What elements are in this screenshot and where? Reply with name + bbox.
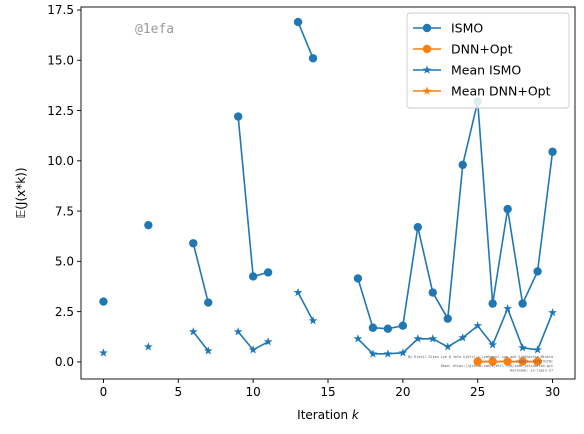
data-point [533,345,542,354]
data-point [548,147,557,156]
x-tick-label: 25 [470,385,485,399]
data-point [443,314,452,323]
legend-label: DNN+Opt [451,42,513,57]
data-point [383,349,393,358]
footer-line: Hostname: ex-login-27 [510,369,553,373]
y-tick-label: 17.5 [47,3,74,17]
y-tick-label: 2.5 [55,305,74,319]
data-point [233,327,243,336]
data-point [248,272,258,281]
x-tick-label: 30 [545,385,560,399]
data-point [533,267,542,276]
series-line [357,100,554,330]
y-tick-label: 0.0 [55,355,74,369]
legend-marker [422,44,432,54]
legend: ISMO DNN+Opt Mean ISMO Mean DNN+Opt [406,12,570,109]
footer-line: Repo: https://github.com/kjetil-lye/ismo… [441,364,553,368]
legend-label: Mean ISMO [451,63,521,78]
legend-item: ISMO [413,21,483,36]
data-point [308,316,318,325]
data-point [458,160,467,170]
y-tick-label: 15.0 [47,53,74,67]
watermark: @1efa [135,22,174,37]
data-point [293,287,303,297]
data-point [488,357,498,366]
x-tick-label: 15 [320,385,335,399]
legend-label: Mean DNN+Opt [451,84,551,99]
x-tick-label: 10 [246,385,261,399]
data-point [518,343,527,352]
legend-marker [422,86,432,95]
series-line [297,21,314,59]
data-point [548,308,557,317]
footer-line: By Kjetil Olsen Lye @ 1efa kjetil.o.lye@… [408,355,553,359]
data-point [383,324,393,333]
data-point [233,112,243,121]
footer-credits: By Kjetil Olsen Lye @ 1efa kjetil.o.lye@… [408,355,553,373]
data-point [144,220,153,230]
series-line [192,243,210,303]
data-point [473,357,483,366]
data-point [263,337,273,346]
footer-line: Commit: 1efaf41f8c [516,360,553,364]
y-axis-label: 𝔼(J(x*k)) [14,167,28,218]
series-line [237,116,269,278]
data-point [518,299,527,308]
data-point [203,346,213,355]
data-point [353,334,363,343]
data-point [533,357,542,366]
data-point [488,299,497,308]
series-line [297,292,314,322]
data-point [204,298,213,307]
data-point [428,334,438,343]
data-point [263,268,273,277]
data-point [503,357,513,366]
data-point [428,288,437,297]
legend-label: ISMO [451,21,483,36]
plot-area [99,17,557,366]
y-tick-label: 10.0 [47,154,74,168]
data-point [353,274,363,283]
legend-box [406,12,570,109]
x-tick-label: 20 [395,385,410,399]
y-tick-label: 7.5 [55,204,74,218]
data-point [488,340,498,349]
series-mean-ismo [99,287,557,358]
x-axis-label: Iteration k [297,408,360,422]
series-mean-dnn-opt [473,357,542,366]
data-point [308,54,318,63]
data-point [503,304,513,313]
data-point [248,345,258,354]
data-point [503,204,512,214]
data-point [458,333,468,342]
data-point [398,321,408,330]
data-point [413,222,423,232]
axis-ticks: 0 5 10 15 20 25 30 0.0 2.5 5.0 7.5 10.0 12.5 15.0 17.5 [47,3,560,399]
legend-item: Mean ISMO [413,63,521,78]
y-tick-label: 5.0 [55,255,74,269]
data-point [189,239,198,248]
legend-item: DNN+Opt [413,42,513,57]
data-point [99,297,108,306]
data-point [143,342,153,351]
data-point [368,323,378,332]
data-point [188,327,198,336]
y-tick-label: 12.5 [47,104,74,118]
x-tick-label: 5 [174,385,182,399]
data-point [518,357,527,366]
data-point [293,17,303,27]
legend-marker [422,65,432,74]
series-ismo [99,17,557,333]
data-point [413,334,423,343]
data-point [473,321,483,330]
legend-marker [422,23,432,33]
data-point [443,342,453,351]
data-point [99,348,108,357]
x-tick-label: 0 [100,385,108,399]
data-point [398,348,408,357]
legend-item: Mean DNN+Opt [413,84,551,99]
data-point [368,349,378,358]
